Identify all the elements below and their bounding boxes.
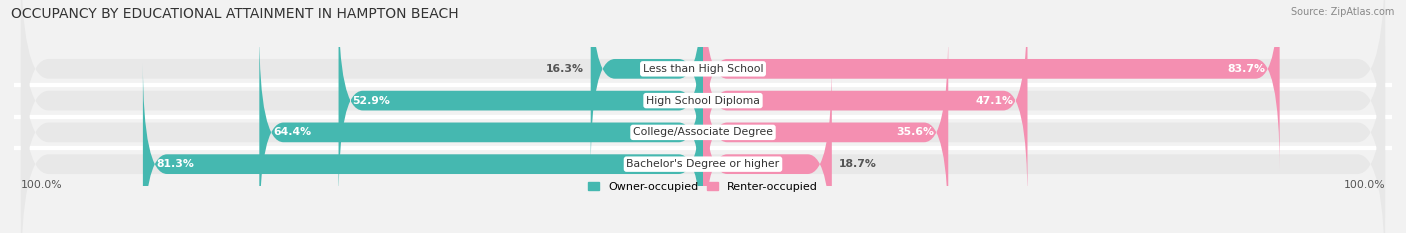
FancyBboxPatch shape [21,0,1385,186]
Text: 83.7%: 83.7% [1227,64,1265,74]
Text: 100.0%: 100.0% [21,180,63,190]
Text: Source: ZipAtlas.com: Source: ZipAtlas.com [1291,7,1395,17]
Text: 35.6%: 35.6% [897,127,935,137]
Text: College/Associate Degree: College/Associate Degree [633,127,773,137]
FancyBboxPatch shape [591,0,703,170]
Text: 100.0%: 100.0% [1343,180,1385,190]
FancyBboxPatch shape [259,31,703,233]
Text: 81.3%: 81.3% [156,159,194,169]
Text: 18.7%: 18.7% [839,159,876,169]
FancyBboxPatch shape [21,0,1385,218]
Text: OCCUPANCY BY EDUCATIONAL ATTAINMENT IN HAMPTON BEACH: OCCUPANCY BY EDUCATIONAL ATTAINMENT IN H… [11,7,458,21]
FancyBboxPatch shape [703,0,1279,170]
FancyBboxPatch shape [21,47,1385,233]
Text: 52.9%: 52.9% [353,96,391,106]
FancyBboxPatch shape [703,63,832,233]
FancyBboxPatch shape [703,31,948,233]
Text: 16.3%: 16.3% [546,64,583,74]
FancyBboxPatch shape [21,15,1385,233]
Legend: Owner-occupied, Renter-occupied: Owner-occupied, Renter-occupied [588,182,818,192]
Text: 64.4%: 64.4% [273,127,311,137]
FancyBboxPatch shape [339,0,703,202]
Text: High School Diploma: High School Diploma [647,96,759,106]
Text: 47.1%: 47.1% [976,96,1014,106]
Text: Less than High School: Less than High School [643,64,763,74]
Text: Bachelor's Degree or higher: Bachelor's Degree or higher [627,159,779,169]
FancyBboxPatch shape [143,63,703,233]
FancyBboxPatch shape [703,0,1028,202]
